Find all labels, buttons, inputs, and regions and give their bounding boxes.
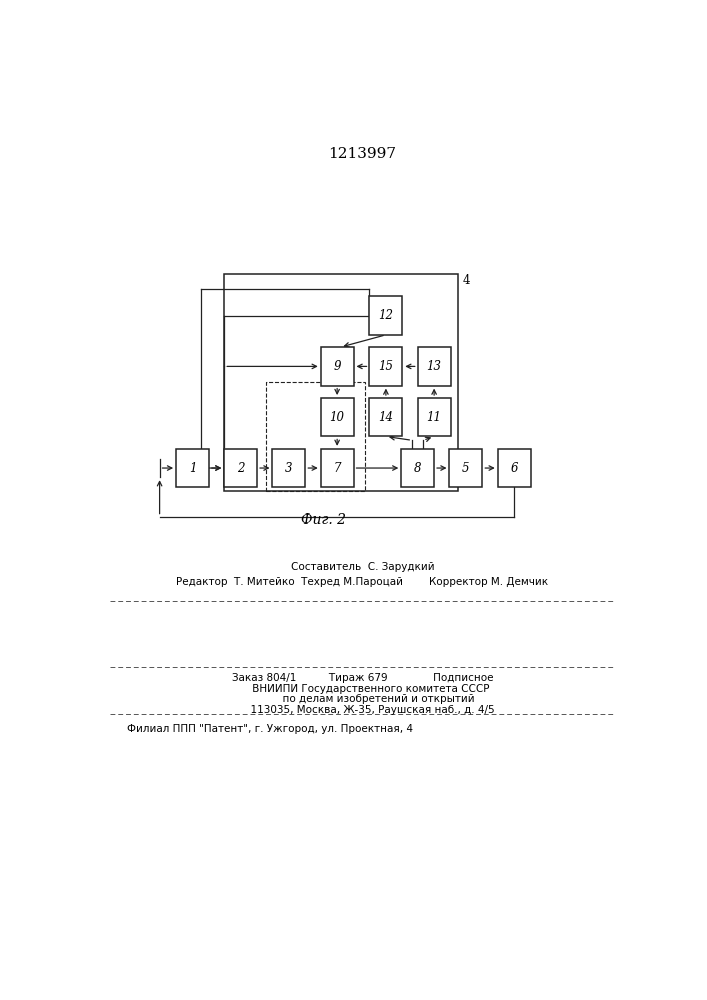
- Text: 15: 15: [378, 360, 393, 373]
- Text: 1213997: 1213997: [328, 147, 397, 161]
- Text: 14: 14: [378, 411, 393, 424]
- Text: Филиал ППП "Патент", г. Ужгород, ул. Проектная, 4: Филиал ППП "Патент", г. Ужгород, ул. Про…: [127, 724, 413, 734]
- Bar: [267, 382, 365, 491]
- Text: 5: 5: [462, 462, 469, 475]
- Bar: [224, 449, 257, 487]
- Bar: [370, 296, 402, 335]
- Text: 12: 12: [378, 309, 393, 322]
- Text: ВНИИПИ Государственного комитета СССР: ВНИИПИ Государственного комитета СССР: [235, 684, 489, 694]
- Bar: [272, 449, 305, 487]
- Bar: [321, 398, 354, 436]
- Text: 11: 11: [426, 411, 442, 424]
- Text: Редактор  Т. Митейко  Техред М.Пароцай        Корректор М. Демчик: Редактор Т. Митейко Техред М.Пароцай Кор…: [176, 577, 549, 587]
- Bar: [224, 274, 458, 491]
- Text: 13: 13: [426, 360, 442, 373]
- Text: 8: 8: [414, 462, 421, 475]
- Text: 2: 2: [237, 462, 245, 475]
- Text: Заказ 804/1          Тираж 679              Подписное: Заказ 804/1 Тираж 679 Подписное: [232, 673, 493, 683]
- Text: 10: 10: [329, 411, 344, 424]
- Bar: [418, 398, 450, 436]
- Text: 6: 6: [510, 462, 518, 475]
- Text: 7: 7: [334, 462, 341, 475]
- Text: 4: 4: [462, 274, 470, 287]
- Text: 1: 1: [189, 462, 197, 475]
- Text: 9: 9: [334, 360, 341, 373]
- Bar: [321, 449, 354, 487]
- Bar: [450, 449, 482, 487]
- Text: 113035, Москва, Ж-35, Раушская наб., д. 4/5: 113035, Москва, Ж-35, Раушская наб., д. …: [230, 705, 494, 715]
- Bar: [402, 449, 434, 487]
- Text: 3: 3: [285, 462, 293, 475]
- Bar: [176, 449, 209, 487]
- Bar: [418, 347, 450, 386]
- Text: Составитель  С. Зарудкий: Составитель С. Зарудкий: [291, 562, 434, 572]
- Bar: [370, 347, 402, 386]
- Bar: [370, 398, 402, 436]
- Text: по делам изобретений и открытий: по делам изобретений и открытий: [250, 694, 474, 704]
- Bar: [498, 449, 530, 487]
- Text: Фиг. 2: Фиг. 2: [301, 513, 346, 527]
- Bar: [321, 347, 354, 386]
